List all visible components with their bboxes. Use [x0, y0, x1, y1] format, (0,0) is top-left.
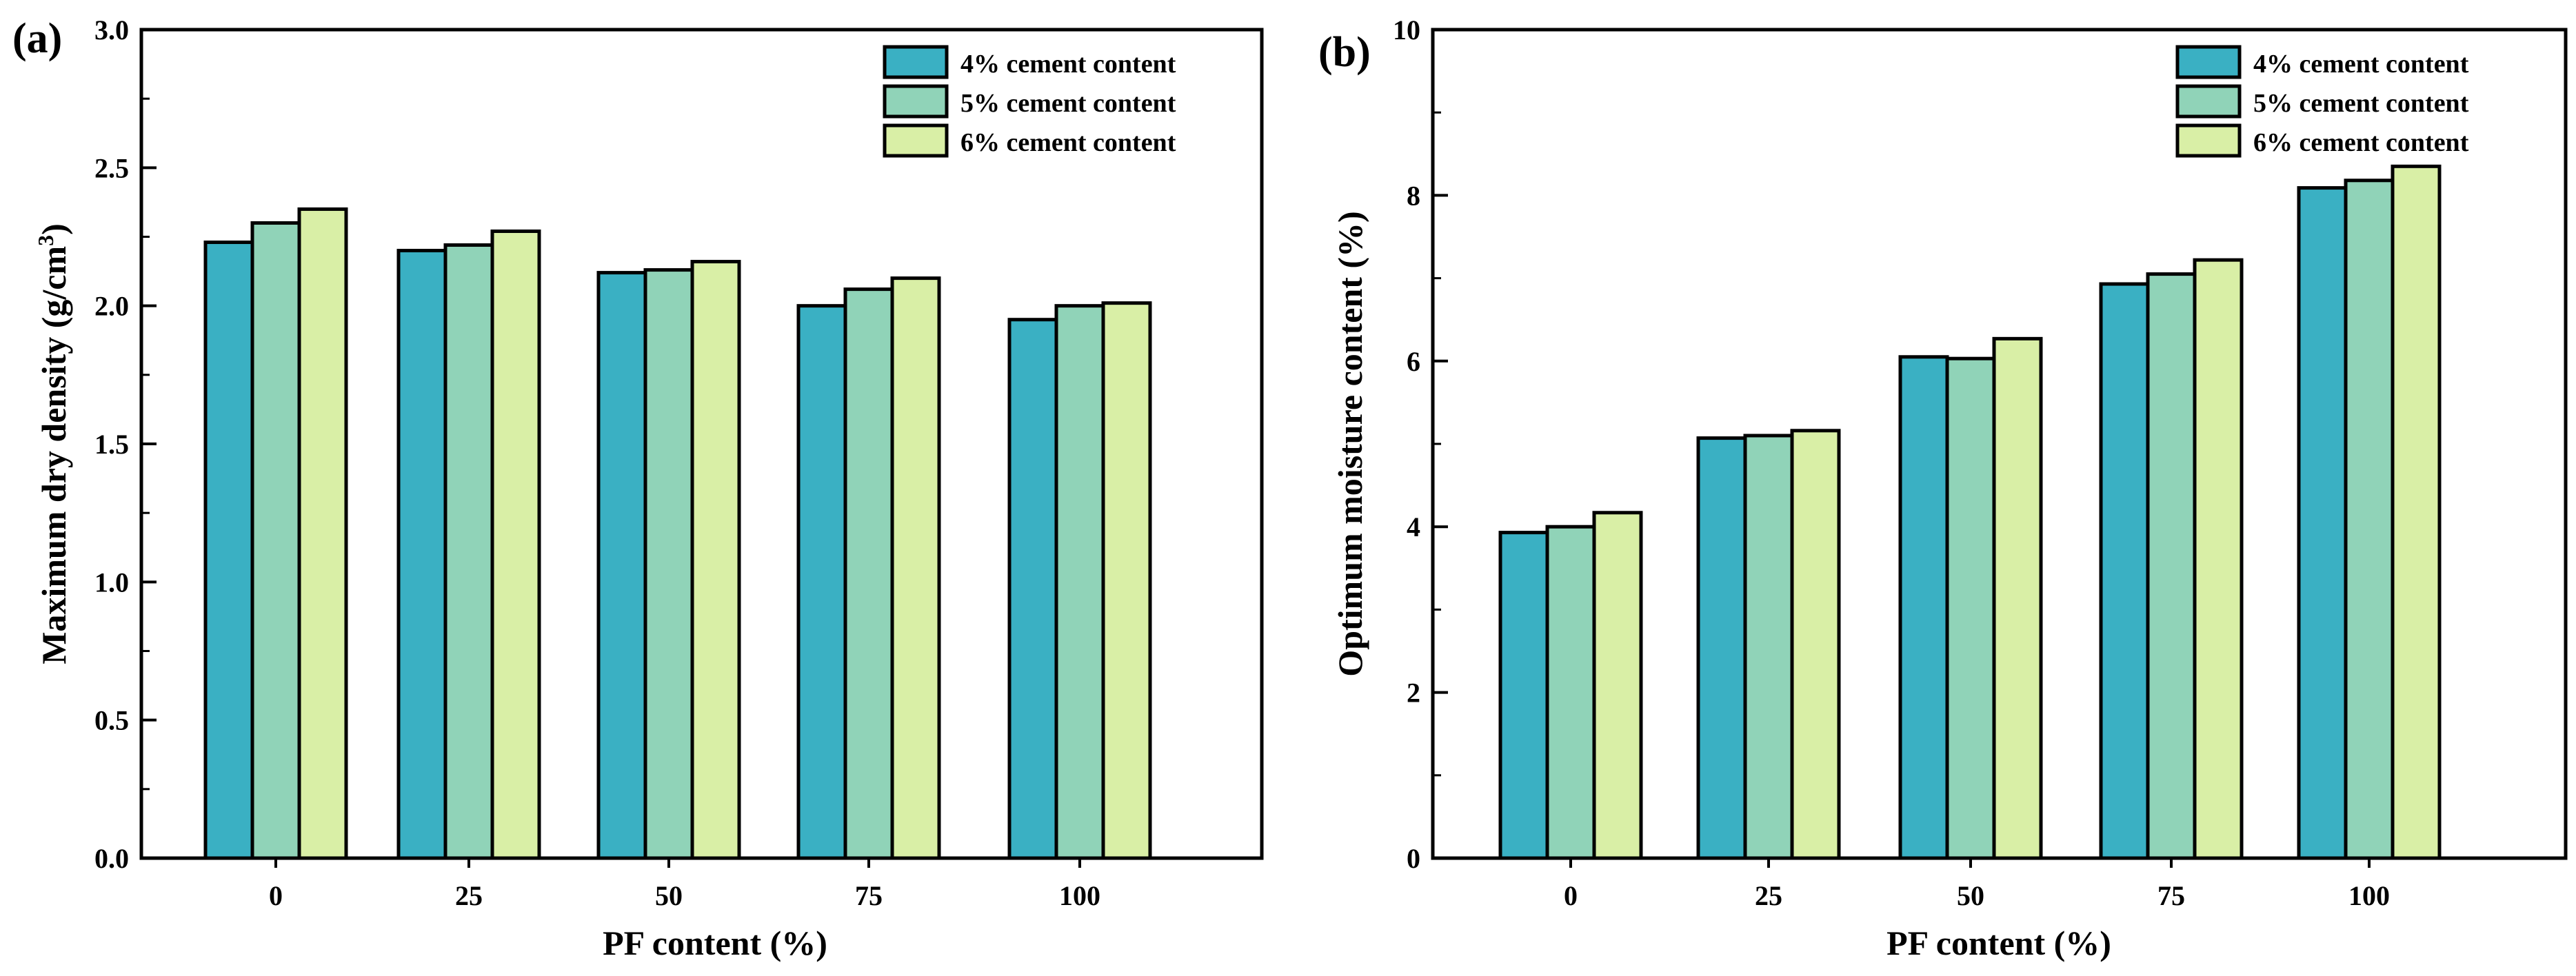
x-ticks-a: 0 25 50 75 100: [269, 858, 1100, 911]
y-tick-label-a-0: 0.0: [94, 843, 129, 874]
bar-a-s3-25: [490, 229, 541, 860]
bar-a-s2-0: [250, 221, 301, 860]
bar-a-s1-0: [203, 241, 254, 860]
y-tick-label-b-0: 0: [1407, 843, 1420, 874]
y-tick-label-a-2: 1.0: [94, 567, 129, 598]
legend-a-label-1: 4% cement content: [960, 50, 1176, 79]
bar-a-s3-75: [890, 276, 941, 860]
bar-b-s2-100: [2344, 179, 2395, 860]
x-tick-label-b-0: 0: [1564, 880, 1578, 911]
x-ticks-b: 0 25 50 75 100: [1564, 858, 2390, 911]
bars-a: [203, 207, 1152, 860]
bar-a-s3-0: [297, 207, 348, 860]
x-tick-label-a-25: 25: [455, 880, 483, 911]
bar-a-s1-25: [396, 249, 447, 860]
legend-a-label-3: 6% cement content: [960, 128, 1176, 157]
y-axis-title-a-sup: 3: [33, 235, 58, 246]
bar-b-s1-75: [2099, 282, 2150, 860]
y-tick-label-b-2: 4: [1407, 511, 1420, 542]
x-axis-title-a: PF content (%): [603, 924, 827, 962]
y-ticks-a: 0.0 0.5 1.0 1.5 2.0 2.5 3.0: [94, 14, 157, 874]
bar-a-s1-100: [1007, 318, 1058, 860]
x-tick-label-b-75: 75: [2157, 880, 2185, 911]
y-tick-label-b-3: 6: [1407, 346, 1420, 377]
y-tick-label-a-5: 2.5: [94, 152, 129, 183]
bar-a-s3-100: [1101, 301, 1152, 860]
y-tick-label-a-3: 1.5: [94, 429, 129, 460]
y-tick-label-a-4: 2.0: [94, 291, 129, 322]
x-tick-label-a-0: 0: [269, 880, 283, 911]
x-tick-label-b-25: 25: [1755, 880, 1782, 911]
bar-b-s3-0: [1592, 511, 1643, 860]
bar-a-s1-75: [796, 304, 847, 860]
y-axis-title-a-main: Maximum dry density (g/cm: [34, 246, 73, 664]
y-axis-title-b: Optimum moisture content (%): [1331, 211, 1369, 676]
bars-b: [1498, 164, 2442, 860]
panel-label-a: (a): [12, 15, 62, 62]
y-tick-label-b-1: 2: [1407, 678, 1420, 709]
bar-b-s3-75: [2193, 258, 2244, 860]
legend-b-label-2: 5% cement content: [2253, 89, 2469, 118]
y-ticks-b: 0 2 4 6 8 10: [1393, 14, 1448, 874]
bar-b-s2-50: [1945, 356, 1996, 860]
x-tick-label-b-100: 100: [2348, 880, 2390, 911]
bar-b-s2-75: [2146, 272, 2197, 860]
bar-b-s2-25: [1743, 434, 1794, 860]
x-tick-label-a-50: 50: [655, 880, 683, 911]
bar-b-s2-0: [1545, 525, 1596, 860]
bar-a-s2-75: [843, 287, 894, 860]
panel-label-b: (b): [1318, 29, 1371, 76]
legend-a: 4% cement content 5% cement content 6% c…: [883, 45, 1176, 158]
panel-b: (b) 0 2 4 6 8 10 0 25 50 75 100 PF content (%) Op…: [1318, 14, 2568, 962]
y-axis-title-a-close: ): [34, 223, 73, 235]
legend-b-label-1: 4% cement content: [2253, 50, 2469, 79]
bar-b-s1-0: [1498, 531, 1549, 860]
x-tick-label-a-100: 100: [1059, 880, 1100, 911]
bar-b-s3-25: [1790, 429, 1841, 860]
legend-b: 4% cement content 5% cement content 6% c…: [2175, 45, 2469, 158]
bar-a-s1-50: [596, 271, 647, 860]
bar-a-s2-25: [443, 243, 494, 860]
y-tick-label-a-1: 0.5: [94, 705, 129, 736]
bar-a-s2-50: [643, 268, 694, 860]
bar-b-s1-25: [1696, 436, 1747, 860]
legend-a-swatch-1: [883, 45, 949, 79]
legend-b-swatch-3: [2175, 123, 2242, 158]
panel-a: (a) 0.0 0.5 1.0 1.5 2.0 2.5 3.0 0 25 50 75 100 PF …: [12, 14, 1264, 962]
y-axis-title-a: Maximum dry density (g/cm3): [33, 223, 73, 664]
legend-a-swatch-3: [883, 123, 949, 158]
bar-a-s2-100: [1054, 304, 1105, 860]
bar-b-s1-50: [1898, 355, 1949, 860]
y-tick-label-b-5: 10: [1393, 14, 1420, 45]
bar-b-s1-100: [2297, 186, 2348, 860]
x-tick-label-a-75: 75: [855, 880, 883, 911]
legend-b-label-3: 6% cement content: [2253, 128, 2469, 157]
legend-b-swatch-1: [2175, 45, 2242, 79]
x-tick-label-b-50: 50: [1957, 880, 1984, 911]
bar-b-s3-100: [2391, 164, 2442, 860]
bar-b-s3-50: [1992, 336, 2043, 860]
legend-a-label-2: 5% cement content: [960, 89, 1176, 118]
legend-b-swatch-2: [2175, 84, 2242, 119]
x-axis-title-b: PF content (%): [1886, 924, 2111, 962]
legend-a-swatch-2: [883, 84, 949, 119]
y-tick-label-a-6: 3.0: [94, 14, 129, 45]
bar-a-s3-50: [690, 260, 741, 860]
y-tick-label-b-4: 8: [1407, 180, 1420, 211]
